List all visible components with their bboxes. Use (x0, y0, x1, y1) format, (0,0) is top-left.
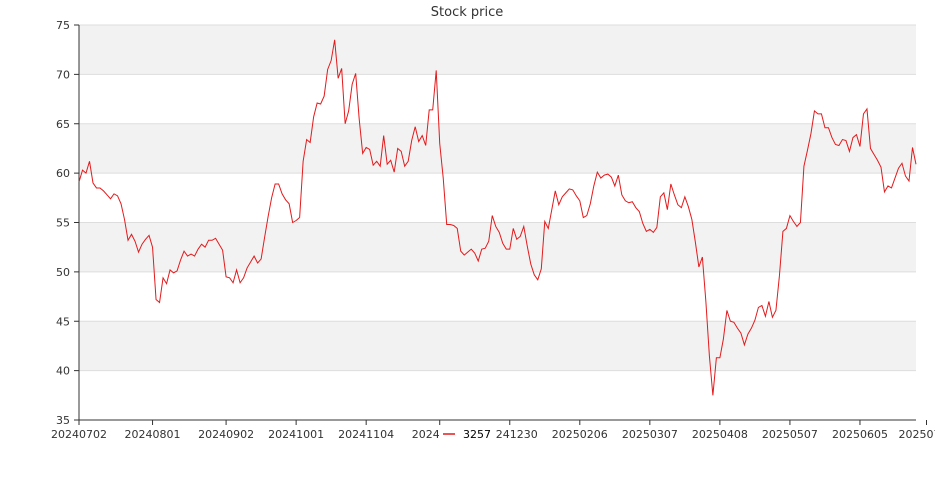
y-tick-label: 70 (56, 68, 70, 81)
legend-background (439, 425, 495, 443)
background-band (79, 25, 916, 75)
y-tick-label: 60 (56, 167, 70, 180)
x-tick-label: 20250408 (692, 428, 748, 441)
background-bands (79, 25, 916, 371)
background-band (79, 222, 916, 272)
background-band (79, 321, 916, 371)
x-tick-label: 20240902 (198, 428, 254, 441)
background-band (79, 123, 916, 174)
x-tick-label: 20241104 (338, 428, 394, 441)
series-lines (78, 39, 917, 396)
y-tick-label: 55 (56, 217, 70, 230)
x-tick-label: 20250307 (622, 428, 678, 441)
y-tick-labels: 35 40 45 50 55 60 65 70 75 (56, 19, 70, 427)
y-tick-label: 40 (56, 365, 70, 378)
legend-label: 3257 (463, 428, 491, 441)
x-tick-label: 20250703 (899, 428, 935, 441)
x-tick-label: 20250507 (762, 428, 818, 441)
x-tick-label: 20241001 (268, 428, 324, 441)
y-tick-label: 45 (56, 315, 70, 328)
x-tick-label: 20250605 (832, 428, 888, 441)
x-tick-label: 20250206 (552, 428, 608, 441)
legend[interactable]: 3257 (439, 425, 495, 443)
series-line-3257 (78, 39, 917, 396)
chart-title: Stock price (431, 5, 503, 20)
y-tick-label: 75 (56, 19, 70, 32)
x-tick-label: 20240702 (51, 428, 107, 441)
axes (78, 25, 916, 421)
y-tick-label: 65 (56, 118, 70, 131)
y-tick-label: 50 (56, 266, 70, 279)
x-tick-label: 20240801 (125, 428, 181, 441)
y-tick-label: 35 (56, 414, 70, 427)
x-tick-label: 20241230 (482, 428, 538, 441)
